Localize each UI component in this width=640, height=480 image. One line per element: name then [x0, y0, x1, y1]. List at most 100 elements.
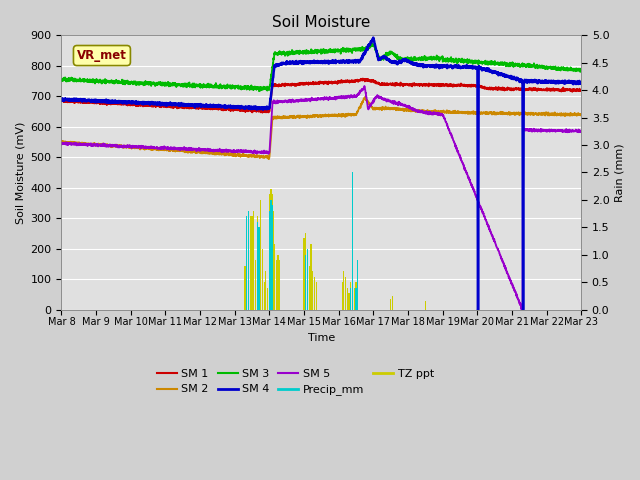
- SM 1: [148, 104, 156, 109]
- Bar: [257, 222, 258, 310]
- SM 3: [117, 79, 125, 85]
- SM 2: [117, 144, 125, 150]
- SM 1: [511, 85, 519, 91]
- SM 3: [568, 67, 575, 72]
- Bar: [276, 260, 277, 310]
- SM 1: [259, 110, 266, 116]
- SM 4: [280, 60, 287, 66]
- Bar: [312, 271, 314, 310]
- Y-axis label: Soil Moisture (mV): Soil Moisture (mV): [15, 121, 25, 224]
- SM 3: [257, 85, 265, 91]
- SM 2: [511, 111, 519, 117]
- Bar: [260, 200, 261, 310]
- Bar: [244, 266, 246, 310]
- SM 5: [511, 288, 519, 294]
- Bar: [253, 211, 254, 310]
- SM 2: [257, 154, 264, 159]
- SM 4: [148, 100, 156, 106]
- Bar: [248, 255, 249, 310]
- Title: Soil Moisture: Soil Moisture: [272, 15, 371, 30]
- Bar: [259, 228, 260, 310]
- Bar: [316, 282, 317, 310]
- Bar: [352, 238, 353, 310]
- SM 1: [58, 97, 65, 103]
- SM 3: [280, 49, 287, 55]
- Bar: [342, 282, 343, 310]
- Bar: [252, 216, 253, 310]
- Line: SM 1: SM 1: [61, 78, 581, 113]
- SM 5: [568, 129, 575, 134]
- Bar: [259, 238, 260, 310]
- Line: SM 3: SM 3: [61, 44, 581, 91]
- Text: VR_met: VR_met: [77, 49, 127, 62]
- Bar: [355, 288, 356, 310]
- Bar: [262, 249, 263, 310]
- SM 4: [474, 307, 482, 313]
- Bar: [303, 238, 305, 310]
- SM 4: [577, 80, 585, 86]
- SM 4: [568, 79, 575, 84]
- SM 2: [577, 112, 585, 118]
- Line: SM 4: SM 4: [61, 37, 581, 310]
- Bar: [255, 260, 256, 310]
- SM 3: [58, 78, 65, 84]
- SM 5: [518, 307, 526, 312]
- Bar: [307, 249, 308, 310]
- Bar: [246, 260, 248, 310]
- SM 5: [117, 144, 125, 149]
- Bar: [345, 276, 346, 310]
- SM 1: [577, 87, 585, 93]
- Bar: [343, 271, 344, 310]
- SM 1: [280, 82, 287, 88]
- SM 2: [568, 111, 575, 117]
- SM 3: [148, 81, 156, 87]
- SM 4: [369, 35, 377, 40]
- Bar: [390, 299, 391, 310]
- Bar: [248, 211, 249, 310]
- SM 1: [359, 75, 367, 81]
- SM 5: [148, 144, 156, 150]
- Bar: [350, 282, 351, 310]
- Bar: [271, 200, 272, 310]
- SM 5: [58, 140, 65, 145]
- Bar: [277, 255, 278, 310]
- Bar: [259, 233, 260, 310]
- SM 4: [511, 75, 519, 81]
- Bar: [305, 255, 307, 310]
- Bar: [425, 301, 426, 310]
- Bar: [264, 282, 265, 310]
- Bar: [269, 194, 270, 310]
- X-axis label: Time: Time: [308, 333, 335, 343]
- SM 3: [255, 88, 263, 94]
- SM 4: [58, 96, 65, 102]
- Bar: [271, 194, 273, 310]
- Bar: [273, 211, 274, 310]
- SM 3: [369, 41, 376, 47]
- Y-axis label: Rain (mm): Rain (mm): [615, 143, 625, 202]
- Bar: [246, 216, 248, 310]
- Bar: [348, 293, 349, 310]
- Bar: [347, 288, 348, 310]
- Bar: [355, 282, 356, 310]
- SM 5: [360, 83, 368, 89]
- SM 5: [257, 149, 264, 155]
- Bar: [314, 276, 315, 310]
- SM 1: [117, 101, 125, 107]
- Bar: [308, 266, 310, 310]
- Bar: [272, 205, 273, 310]
- SM 5: [280, 99, 287, 105]
- Bar: [350, 288, 351, 310]
- Legend: SM 1, SM 2, SM 3, SM 4, SM 5, Precip_mm, TZ ppt: SM 1, SM 2, SM 3, SM 4, SM 5, Precip_mm,…: [152, 364, 438, 400]
- SM 2: [58, 140, 65, 146]
- SM 3: [511, 60, 519, 66]
- SM 1: [257, 109, 264, 115]
- SM 2: [265, 156, 273, 162]
- Bar: [307, 249, 308, 310]
- SM 5: [577, 129, 585, 134]
- Bar: [354, 288, 355, 310]
- SM 2: [361, 94, 369, 100]
- Bar: [279, 260, 280, 310]
- Bar: [257, 216, 258, 310]
- Bar: [250, 216, 251, 310]
- Bar: [310, 244, 312, 310]
